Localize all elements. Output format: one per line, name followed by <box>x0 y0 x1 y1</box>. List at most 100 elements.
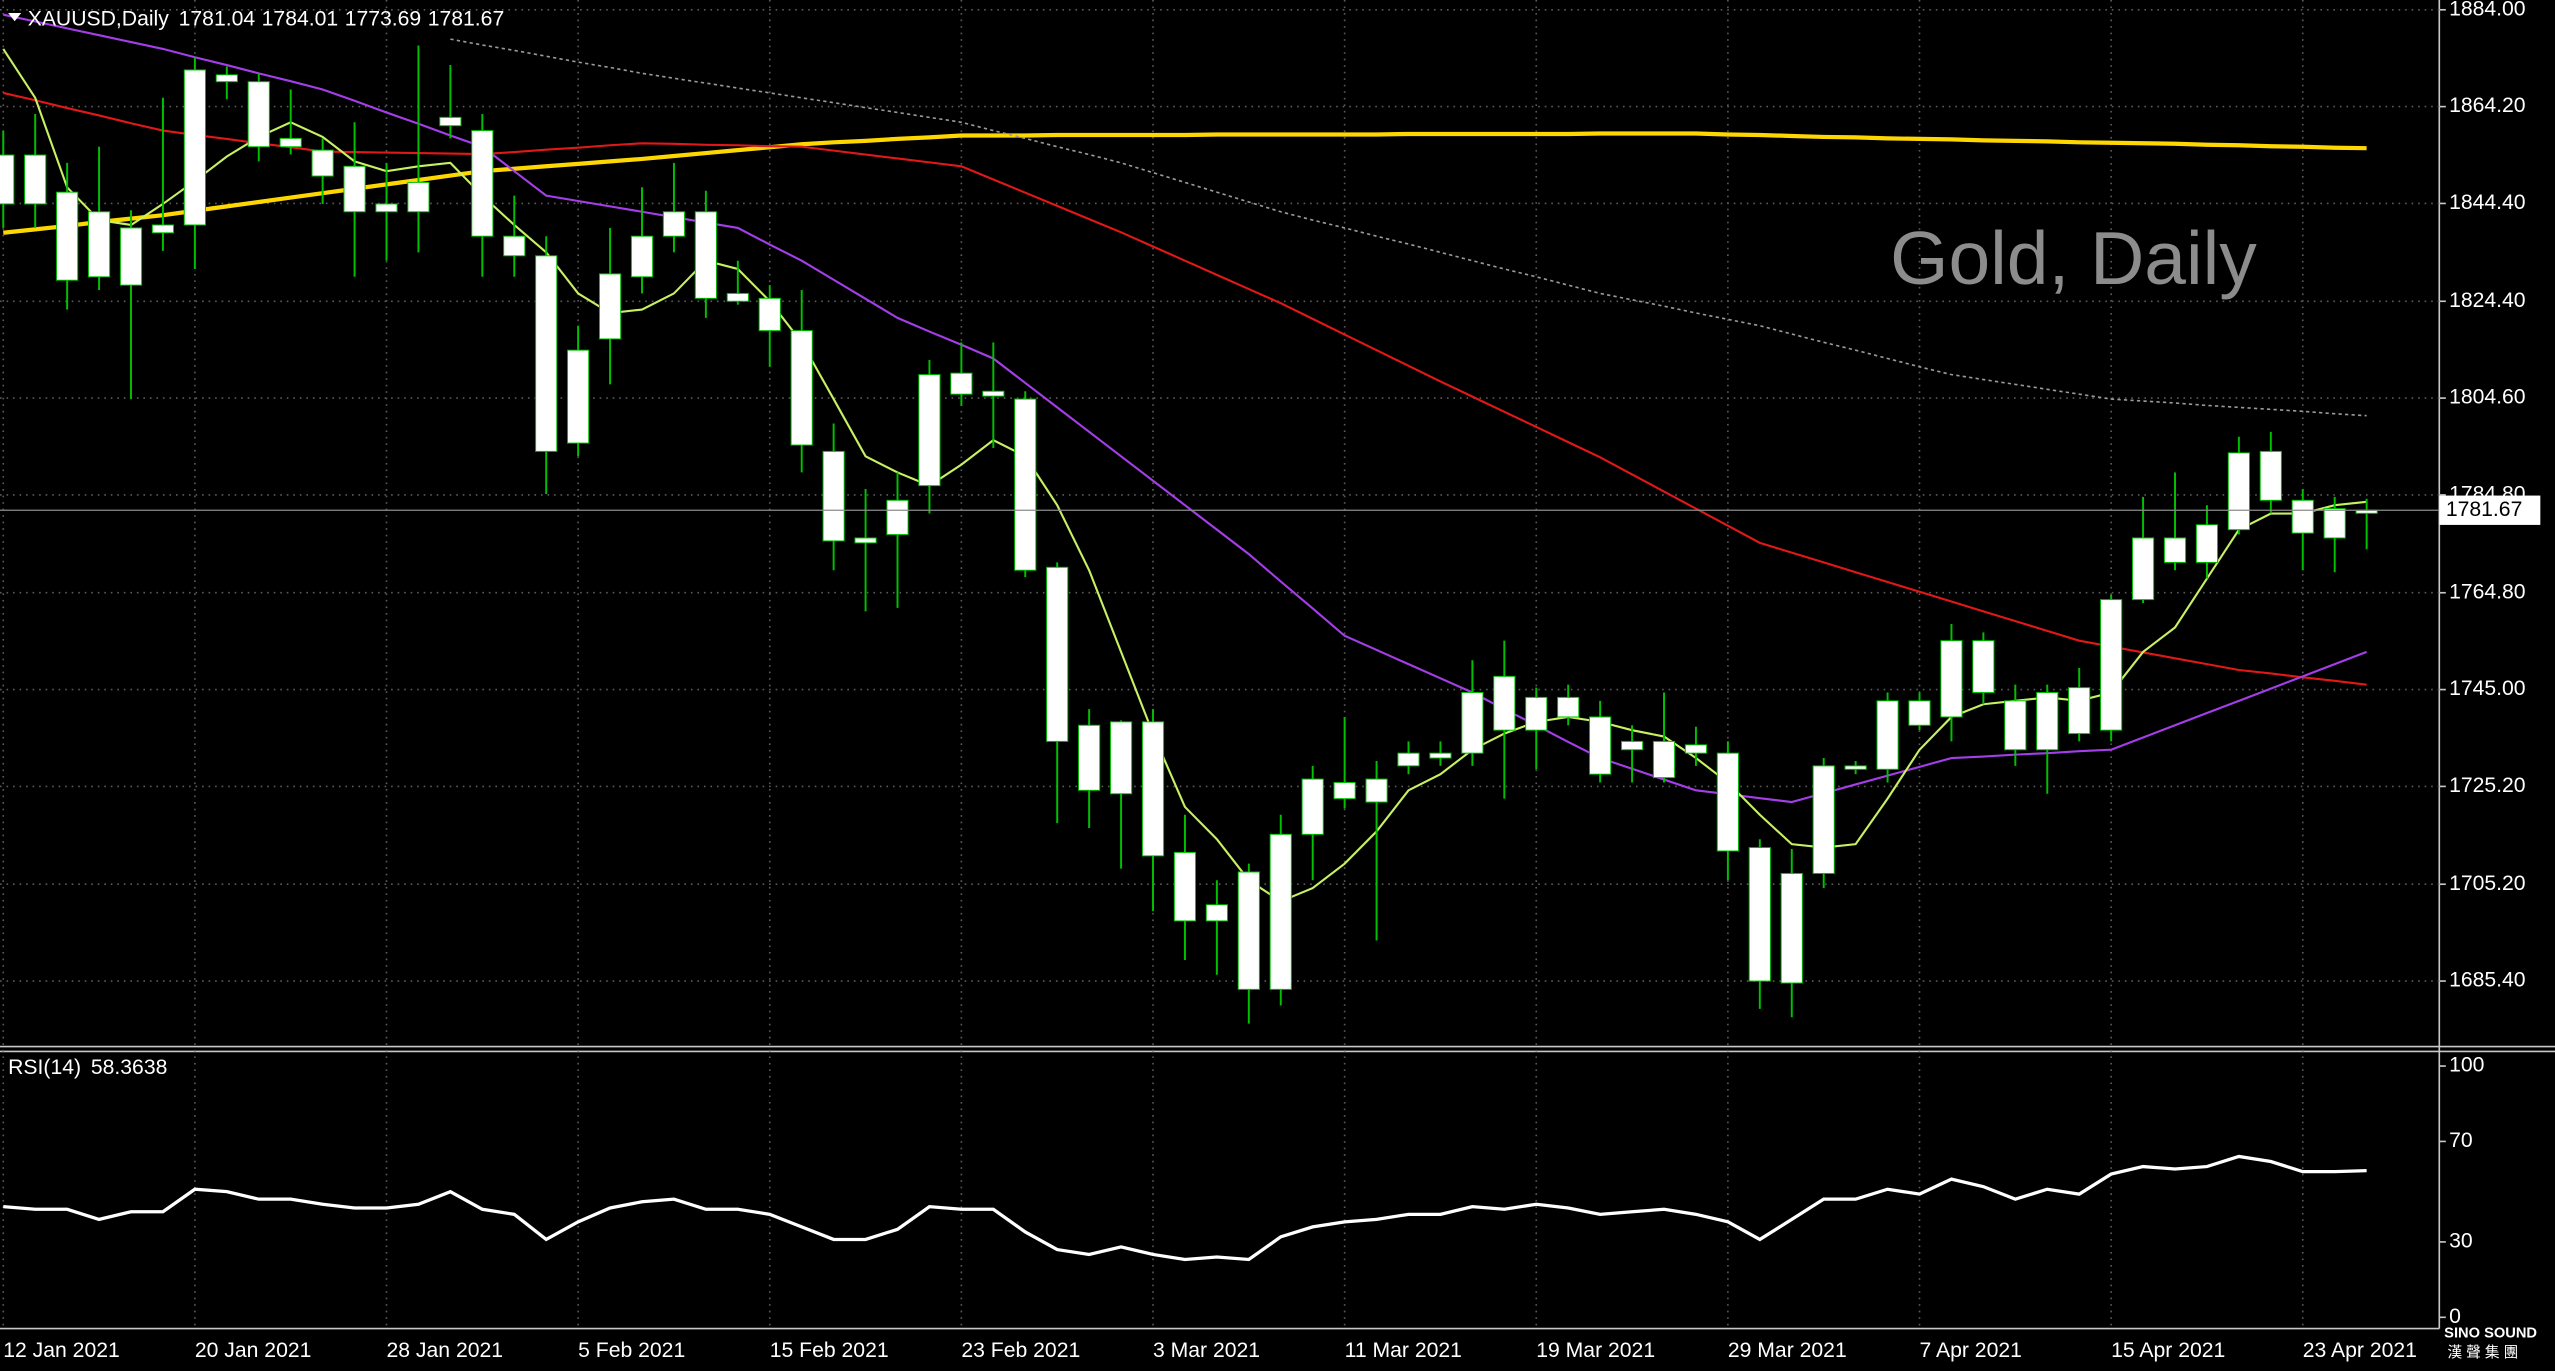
candle-body <box>2068 687 2091 735</box>
candle-body <box>247 81 270 148</box>
candle-body <box>1429 752 1452 759</box>
candle-body <box>662 211 686 237</box>
candle-body <box>1716 752 1739 852</box>
x-tick-label: 23 Feb 2021 <box>961 1339 1080 1362</box>
y-tick-label: 1884.00 <box>2449 0 2526 20</box>
candle-body <box>630 235 654 278</box>
chart-header: XAUUSD,Daily 1781.04 1784.01 1773.69 1781.67 <box>28 7 505 30</box>
y-tick-label: 1725.20 <box>2449 774 2526 797</box>
candle-body <box>1046 566 1069 742</box>
current-price-box <box>2439 495 2541 525</box>
candle-body <box>1269 833 1292 990</box>
x-tick-label: 15 Feb 2021 <box>770 1339 889 1362</box>
moving-average-line <box>450 38 2367 417</box>
candle-body <box>439 116 462 127</box>
candle-body <box>2227 452 2250 531</box>
logo-name: SINO SOUND <box>2444 1325 2537 1341</box>
candle-body <box>119 227 143 286</box>
candle-body <box>854 537 877 544</box>
candle-body <box>2259 450 2282 501</box>
candle-body <box>1173 851 1197 922</box>
candle-body <box>1908 700 1931 726</box>
x-tick-label: 20 Jan 2021 <box>195 1339 312 1362</box>
rsi-line <box>3 1154 2367 1262</box>
candle-body <box>1557 696 1580 718</box>
logo-subtitle: 漢 聲 集 團 <box>2447 1344 2518 1361</box>
candle-body <box>2195 524 2219 563</box>
candle-body <box>1812 765 1835 874</box>
x-tick-label: 3 Mar 2021 <box>1153 1339 1260 1362</box>
x-tick-label: 28 Jan 2021 <box>387 1339 504 1362</box>
candle-body <box>1014 398 1037 571</box>
x-tick-label: 19 Mar 2021 <box>1536 1339 1655 1362</box>
y-tick-label: 1824.40 <box>2449 289 2526 312</box>
candle-body <box>2004 700 2027 751</box>
grid <box>0 0 2440 1329</box>
candle-body <box>183 69 206 226</box>
candle-body <box>918 374 941 487</box>
x-tick-label: 5 Feb 2021 <box>578 1339 685 1362</box>
open-value: 1781.04 <box>179 7 256 30</box>
y-tick-label: 1844.40 <box>2449 191 2526 214</box>
candle-body <box>535 255 558 452</box>
high-value: 1784.01 <box>262 7 339 30</box>
candle-body <box>343 165 366 213</box>
candle-body <box>1589 716 1612 775</box>
candle-body <box>1652 740 1676 779</box>
y-tick-label: 1864.20 <box>2449 94 2526 117</box>
x-tick-label: 7 Apr 2021 <box>1920 1339 2022 1362</box>
candle-body <box>1620 740 1644 751</box>
moving-average-line <box>3 131 2367 235</box>
rsi-title: RSI(14) <box>8 1055 81 1078</box>
candle-body <box>24 154 47 205</box>
candle-body <box>471 130 494 237</box>
candle-body <box>87 211 111 278</box>
symbol: XAUUSD,Daily <box>28 7 170 30</box>
candle-body <box>1844 765 1867 770</box>
candle-body <box>1461 692 1484 754</box>
menu-triangle <box>8 13 22 22</box>
x-tick-label: 11 Mar 2021 <box>1345 1339 1462 1362</box>
candle-body <box>1972 640 1995 693</box>
candle-body <box>1333 782 1356 800</box>
moving-average-line <box>2 48 2367 903</box>
candle-body <box>1525 696 1548 731</box>
candle-body <box>0 154 15 205</box>
rsi-header: RSI(14) 58.3638 <box>8 1055 167 1078</box>
candle-body <box>2291 499 2314 534</box>
candle-body <box>2036 692 2059 751</box>
x-tick-label: 29 Mar 2021 <box>1728 1339 1847 1362</box>
x-tick-label: 15 Apr 2021 <box>2111 1339 2225 1362</box>
candle-body <box>1876 700 1899 770</box>
candle-body <box>279 137 302 148</box>
candle-body <box>1940 640 1963 718</box>
y-tick-label: 1705.20 <box>2449 872 2526 895</box>
candle-body <box>1397 752 1420 767</box>
candle-body <box>694 211 717 299</box>
low-value: 1773.69 <box>345 7 422 30</box>
candle-body <box>1205 904 1228 922</box>
current-price-label: 1781.67 <box>2446 498 2523 521</box>
candle-body <box>1301 778 1324 835</box>
axis: 12 Jan 2021 20 Jan 2021 28 Jan 2021 5 Feb 2… <box>3 0 2541 1362</box>
candle-body <box>822 450 845 542</box>
candle-body <box>151 224 175 234</box>
candle-body <box>1684 744 1708 754</box>
y-tick-label: 1804.60 <box>2449 386 2526 409</box>
y-tick-label: 0 <box>2449 1305 2461 1328</box>
candle-body <box>1141 721 1165 857</box>
candle-body <box>567 349 590 444</box>
candle-body <box>2163 537 2187 563</box>
close-value: 1781.67 <box>428 7 505 30</box>
candle-body <box>1109 721 1133 795</box>
rsi-value: 58.3638 <box>91 1055 168 1078</box>
y-tick-label: 100 <box>2449 1054 2484 1077</box>
y-tick-label: 1685.40 <box>2449 969 2526 992</box>
candle-body <box>1237 871 1260 990</box>
candle-body <box>598 273 622 340</box>
candle-body <box>215 74 238 83</box>
candle-body <box>790 330 813 446</box>
candle-body <box>56 191 79 281</box>
